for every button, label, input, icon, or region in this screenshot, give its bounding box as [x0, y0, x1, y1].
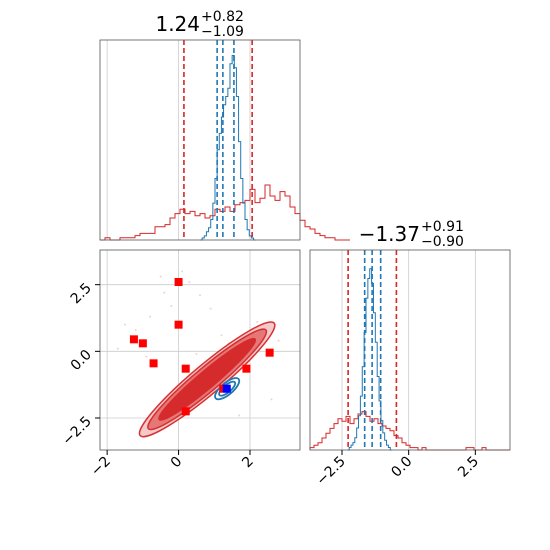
y-tick-label: 0.0	[68, 347, 95, 374]
x-tick-label: −2.5	[313, 454, 348, 489]
red-histogram-param1	[100, 184, 350, 241]
histogram-param2-panel: −2.5 0.0 2.5	[309, 249, 511, 489]
panel-frame	[99, 249, 301, 451]
sample-dot	[134, 329, 137, 331]
red-square-marker	[129, 335, 138, 344]
x-tick-label: 0.0	[388, 454, 415, 481]
sample-dot	[256, 321, 259, 323]
param1-title-value: 1.24	[155, 12, 200, 36]
y-tick-label: −2.5	[59, 414, 94, 449]
sample-dot	[149, 315, 151, 318]
sample-dot	[270, 398, 273, 401]
sample-dot	[159, 275, 162, 278]
sample-dot	[124, 323, 126, 326]
sample-dot	[209, 307, 212, 310]
red-density-contour	[158, 337, 257, 421]
red-square-marker	[174, 320, 183, 329]
blue-density-contour	[214, 377, 241, 401]
blue-histogram-param1	[200, 55, 256, 241]
red-square-marker	[174, 278, 183, 286]
sample-dot	[188, 281, 191, 283]
sample-dot	[163, 291, 166, 294]
x-tick-label: 2.5	[455, 454, 482, 481]
param1-title-minus: −1.09	[201, 24, 244, 40]
sample-dot	[170, 305, 173, 307]
sample-dot	[195, 353, 198, 355]
red-square-marker	[149, 359, 158, 368]
histogram-param1-panel	[99, 39, 350, 241]
red-histogram-param2	[309, 411, 510, 451]
red-square-marker	[138, 339, 147, 348]
param1-title-plus: +0.82	[201, 9, 244, 25]
panel-frame	[309, 249, 511, 451]
sample-dot	[277, 339, 280, 342]
blue-square-marker	[222, 384, 231, 393]
sample-dot	[199, 294, 201, 297]
x-tick-label: 0	[168, 454, 186, 472]
x-tick-label: −2	[88, 454, 114, 480]
red-square-marker	[181, 407, 190, 416]
sample-dot	[116, 347, 119, 350]
sample-dot	[220, 334, 223, 337]
y-tick-label: 2.5	[68, 280, 95, 307]
sample-dot	[181, 270, 184, 273]
param2-title-value: −1.37	[359, 222, 420, 246]
red-square-marker	[242, 364, 251, 373]
red-square-marker	[265, 348, 274, 357]
joint-density-panel: −2 0 2 2.5 0.0 −2.5	[59, 249, 301, 480]
sample-dot	[145, 355, 148, 358]
sample-dot	[238, 414, 241, 417]
panel-frame	[99, 39, 301, 241]
param2-title-plus: +0.91	[421, 219, 464, 235]
param2-title-minus: −0.90	[421, 234, 464, 250]
x-tick-label: 2	[239, 454, 257, 472]
red-square-marker	[181, 364, 190, 373]
blue-histogram-param2	[347, 268, 393, 451]
